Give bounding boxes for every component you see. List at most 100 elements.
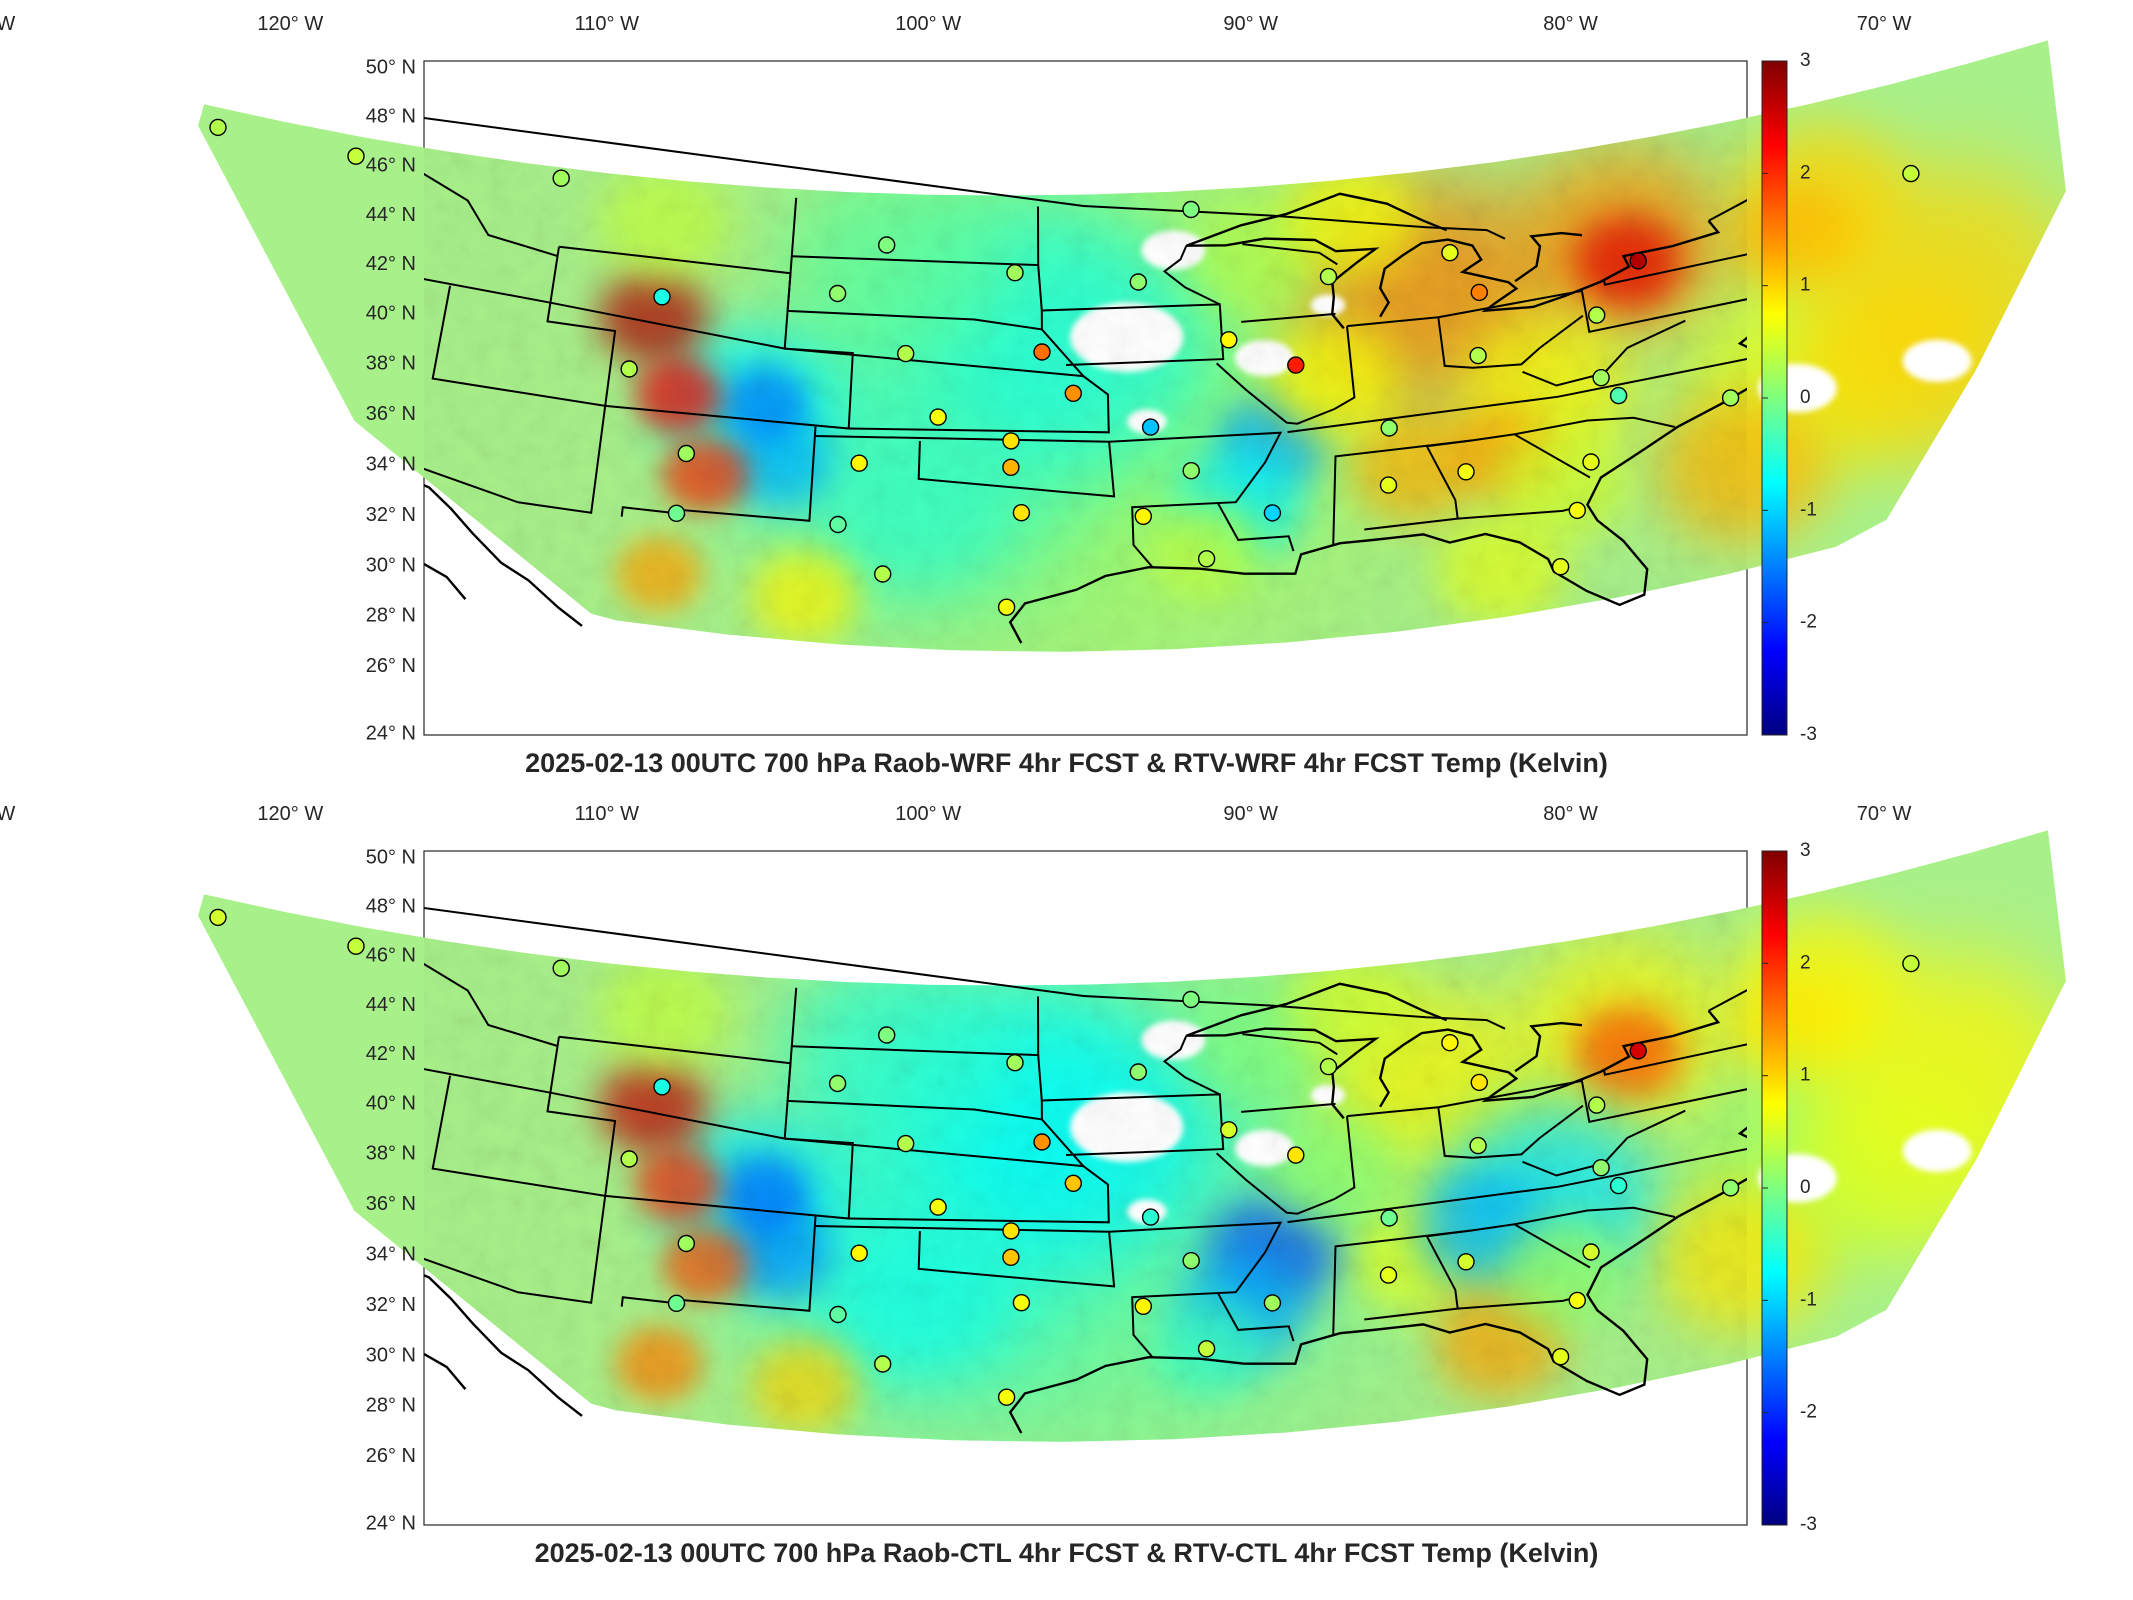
state-border [1040, 1093, 1225, 1156]
longitude-tick-label: 100° W [895, 13, 961, 35]
raob-station-marker [667, 504, 686, 522]
state-border [1083, 995, 1506, 1030]
raob-station-marker [828, 284, 847, 303]
raob-station-marker [1012, 504, 1031, 522]
raob-station-marker [1629, 252, 1647, 270]
state-border [1708, 989, 1747, 1012]
latitude-tick-label: 26° N [366, 655, 416, 677]
latitude-tick-label: 42° N [366, 1043, 416, 1065]
colorbar-tick-label: -3 [1800, 1514, 1817, 1535]
raob-station-marker [874, 565, 892, 583]
longitude-tick-label: 90° W [1223, 803, 1278, 825]
state-border [1514, 1206, 1676, 1226]
latitude-tick-label: 50° N [366, 846, 416, 868]
latitude-tick-label: 34° N [366, 1243, 416, 1265]
longitude-tick-label: 130° W [0, 13, 15, 35]
state-border [1287, 357, 1747, 434]
longitude-tick-labels: 130° W 120° W 110° W 100° W 90° W 80° W 70° W [0, 13, 1912, 35]
raob-station-marker [929, 408, 947, 426]
raob-station-marker [1568, 1291, 1587, 1310]
state-border [424, 405, 607, 514]
state-border [424, 117, 1084, 207]
raob-station-marker [1006, 264, 1024, 282]
raob-station-marker [1064, 1174, 1083, 1192]
raob-station-marker [1263, 504, 1282, 522]
raob-station-marker [1582, 1243, 1600, 1261]
state-border [1241, 312, 1336, 323]
state-border [1472, 433, 1591, 479]
latitude-tick-label: 38° N [366, 353, 416, 375]
raob-station-marker [1129, 273, 1148, 291]
state-border [1472, 1223, 1591, 1269]
raob-station-marker [1902, 164, 1920, 183]
state-border [1109, 431, 1283, 568]
longitude-tick-label: 70° W [1857, 803, 1912, 825]
raob-station-marker [850, 454, 868, 472]
longitude-tick-label: 120° W [257, 13, 323, 35]
raob-station-marker [829, 1305, 847, 1324]
coastline [1378, 1010, 1721, 1108]
panel-title-raob-ctl: 2025-02-13 00UTC 700 hPa Raob-CTL 4hr FC… [534, 1538, 1599, 1568]
state-border [558, 245, 854, 430]
raob-station-marker [1134, 1297, 1153, 1315]
raob-station-marker [552, 959, 570, 977]
coastline [1185, 192, 1448, 330]
raob-station-marker [1469, 346, 1487, 365]
latitude-tick-label: 38° N [366, 1143, 416, 1165]
latitude-tick-label: 40° N [366, 302, 416, 324]
raob-station-marker [1033, 343, 1051, 361]
raob-station-marker [1441, 1033, 1459, 1052]
state-border [431, 246, 617, 408]
state-border [1514, 416, 1676, 436]
raob-station-marker [897, 344, 915, 363]
state-border [1083, 205, 1506, 240]
state-border [424, 962, 558, 1047]
colorbar-tick-label: 3 [1800, 840, 1811, 861]
colorbar-tick-label: 0 [1800, 1177, 1811, 1198]
state-border [1346, 1079, 1747, 1123]
latitude-tick-label: 36° N [366, 1193, 416, 1215]
latitude-tick-label: 32° N [366, 504, 416, 526]
latitude-tick-label: 50° N [366, 56, 416, 78]
latitude-tick-label: 30° N [366, 1344, 416, 1366]
raob-station-marker [1441, 243, 1459, 262]
state-border [814, 435, 1116, 498]
raob-station-marker [1134, 507, 1153, 525]
state-border [1162, 1035, 1221, 1096]
latitude-tick-label: 48° N [366, 105, 416, 127]
state-border [1037, 265, 1043, 311]
state-border [1037, 1055, 1043, 1101]
longitude-tick-label: 130° W [0, 803, 15, 825]
raob-station-marker [1064, 384, 1083, 402]
state-border [1602, 1043, 1747, 1076]
colorbar-tick-label: 0 [1800, 387, 1811, 408]
state-border [1437, 314, 1584, 369]
latitude-tick-label: 48° N [366, 895, 416, 917]
raob-station-marker [1721, 1179, 1740, 1197]
raob-station-marker [1568, 501, 1587, 520]
coastlines [424, 192, 1747, 644]
raob-station-marker [929, 1198, 947, 1216]
state-borders [424, 117, 1747, 568]
colorbar-tick-label: 1 [1800, 1065, 1811, 1086]
raob-station-marker [1033, 1133, 1051, 1151]
longitude-tick-label: 120° W [257, 803, 323, 825]
raob-station-marker [653, 288, 671, 306]
raob-station-marker [667, 1294, 686, 1312]
coastline [1514, 231, 1583, 283]
state-border [1364, 439, 1473, 531]
state-border [1162, 245, 1221, 306]
state-border [1708, 199, 1747, 222]
raob-station-marker [1319, 1057, 1338, 1076]
raob-station-marker [1457, 463, 1475, 481]
longitude-tick-labels: 130° W 120° W 110° W 100° W 90° W 80° W 70° W [0, 803, 1912, 825]
state-border [1217, 1292, 1295, 1342]
raob-station-marker [1002, 1248, 1020, 1266]
field-patch [1794, 276, 2012, 466]
longitude-tick-label: 70° W [1857, 13, 1912, 35]
state-border [1215, 1115, 1356, 1215]
raob-station-marker [1582, 453, 1600, 471]
raob-station-marker [1457, 1253, 1475, 1271]
field-patch [1794, 1066, 2012, 1256]
